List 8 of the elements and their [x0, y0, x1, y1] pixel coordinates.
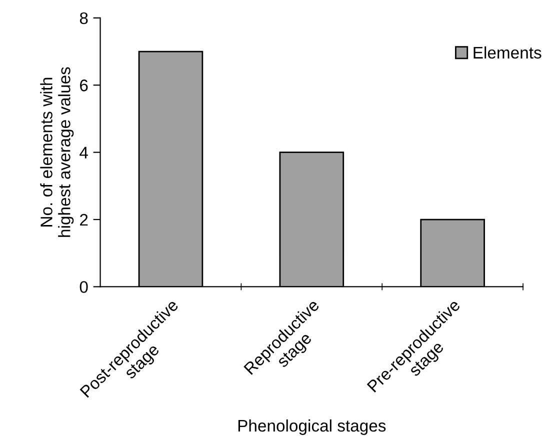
x-axis-title: Phenological stages: [238, 419, 386, 435]
y-tick-label: 4: [80, 146, 88, 158]
y-tick-label: 0: [80, 281, 88, 293]
y-tick-label: 6: [80, 80, 88, 92]
y-tick-label: 2: [80, 214, 88, 226]
y-axis-title: No. of elements with highest average values: [40, 67, 74, 237]
y-tick-label: 8: [80, 12, 88, 24]
legend-label: Elements: [474, 46, 542, 59]
